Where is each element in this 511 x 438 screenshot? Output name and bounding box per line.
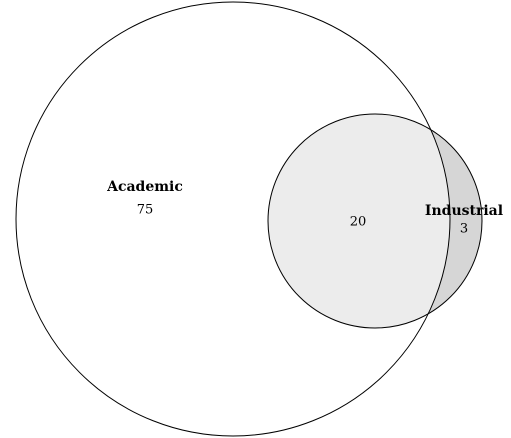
intersection-region bbox=[268, 114, 450, 328]
region-value: 20 bbox=[350, 215, 367, 230]
set-circle bbox=[16, 2, 450, 436]
set-outline bbox=[15, 1, 451, 437]
region-value: 3 bbox=[460, 222, 468, 237]
region-value: 75 bbox=[137, 203, 154, 218]
set-label: Industrial bbox=[425, 203, 503, 219]
set-label: Academic bbox=[106, 179, 183, 195]
set-outline bbox=[267, 113, 483, 329]
